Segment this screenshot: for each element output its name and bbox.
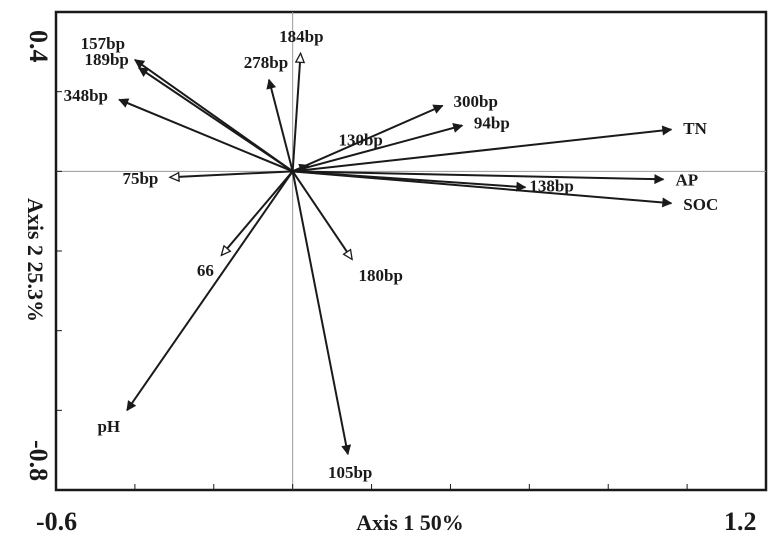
- vector-label-75bp: 75bp: [122, 169, 158, 188]
- vector-label-278bp: 278bp: [244, 53, 288, 72]
- vector-label-180bp: 180bp: [359, 266, 403, 285]
- x-tick-label-max: 1.2: [724, 507, 757, 536]
- vector-arrow-105bp: [291, 171, 352, 456]
- vector-label-ph: pH: [97, 417, 120, 436]
- x-tick-label-min: -0.6: [36, 507, 77, 536]
- vector-arrow-ph: [126, 170, 294, 412]
- vector-arrow-300bp: [292, 104, 444, 173]
- vector-arrow-184bp: [291, 54, 301, 172]
- y-axis-title: Axis 2 25.3%: [23, 198, 48, 322]
- axis-ticks: [55, 11, 767, 491]
- y-tick-label-min: -0.8: [24, 440, 53, 481]
- vector-label-105bp: 105bp: [328, 463, 372, 482]
- vector-arrow-soc: [292, 170, 673, 208]
- x-axis-title: Axis 1 50%: [356, 510, 464, 535]
- vector-arrow-189bp: [138, 66, 294, 173]
- vector-label-189bp: 189bp: [84, 50, 128, 69]
- vector-label-348bp: 348bp: [64, 86, 108, 105]
- vector-label-300bp: 300bp: [454, 92, 498, 111]
- vector-arrow-278bp: [266, 78, 294, 172]
- vector-label-130bp: 130bp: [338, 130, 382, 149]
- vector-arrow-75bp: [170, 170, 293, 177]
- vector-arrow-180bp: [291, 170, 352, 259]
- vector-label-soc: SOC: [683, 195, 718, 214]
- vector-label-66: 66: [197, 261, 214, 280]
- vector-label-184bp: 184bp: [279, 27, 323, 46]
- vector-arrow-66: [222, 170, 294, 255]
- vector-group: [118, 54, 673, 456]
- vector-arrow-tn: [292, 125, 673, 173]
- vector-label-138bp: 138bp: [529, 176, 573, 195]
- vector-arrow-94bp: [292, 123, 464, 173]
- vector-arrow-348bp: [118, 98, 294, 173]
- vector-arrow-ap: [292, 170, 665, 185]
- y-tick-label-max: 0.4: [24, 30, 53, 63]
- vector-label-tn: TN: [683, 119, 707, 138]
- vector-label-ap: AP: [675, 171, 698, 190]
- vector-label-94bp: 94bp: [474, 113, 510, 132]
- vector-label-157bp: 157bp: [81, 34, 125, 53]
